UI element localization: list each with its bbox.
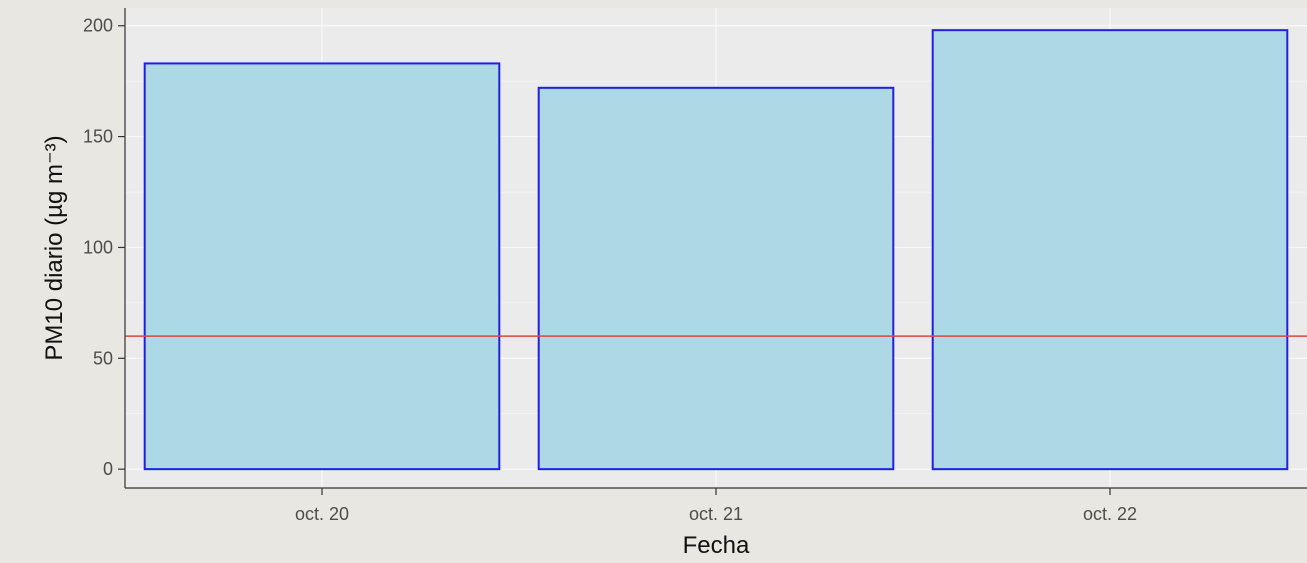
- y-tick-label: 200: [83, 16, 113, 36]
- bars-layer: [143, 29, 1289, 471]
- y-tick-label: 100: [83, 237, 113, 257]
- x-axis-ticks: oct. 20 oct. 21 oct. 22: [295, 488, 1137, 524]
- y-axis-ticks: 0 50 100 150 200: [83, 16, 125, 479]
- y-tick-label: 50: [93, 348, 113, 368]
- x-axis-title: Fecha: [683, 532, 750, 559]
- bar-oct-22: [931, 29, 1289, 471]
- y-tick-label: 150: [83, 127, 113, 147]
- bar-oct-20: [143, 62, 501, 471]
- y-tick-label: 0: [103, 459, 113, 479]
- x-tick-label: oct. 22: [1083, 504, 1137, 524]
- x-tick-label: oct. 20: [295, 504, 349, 524]
- bar-oct-21: [537, 86, 895, 471]
- x-tick-label: oct. 21: [689, 504, 743, 524]
- y-axis-title: PM10 diario (µg m⁻³): [41, 135, 68, 360]
